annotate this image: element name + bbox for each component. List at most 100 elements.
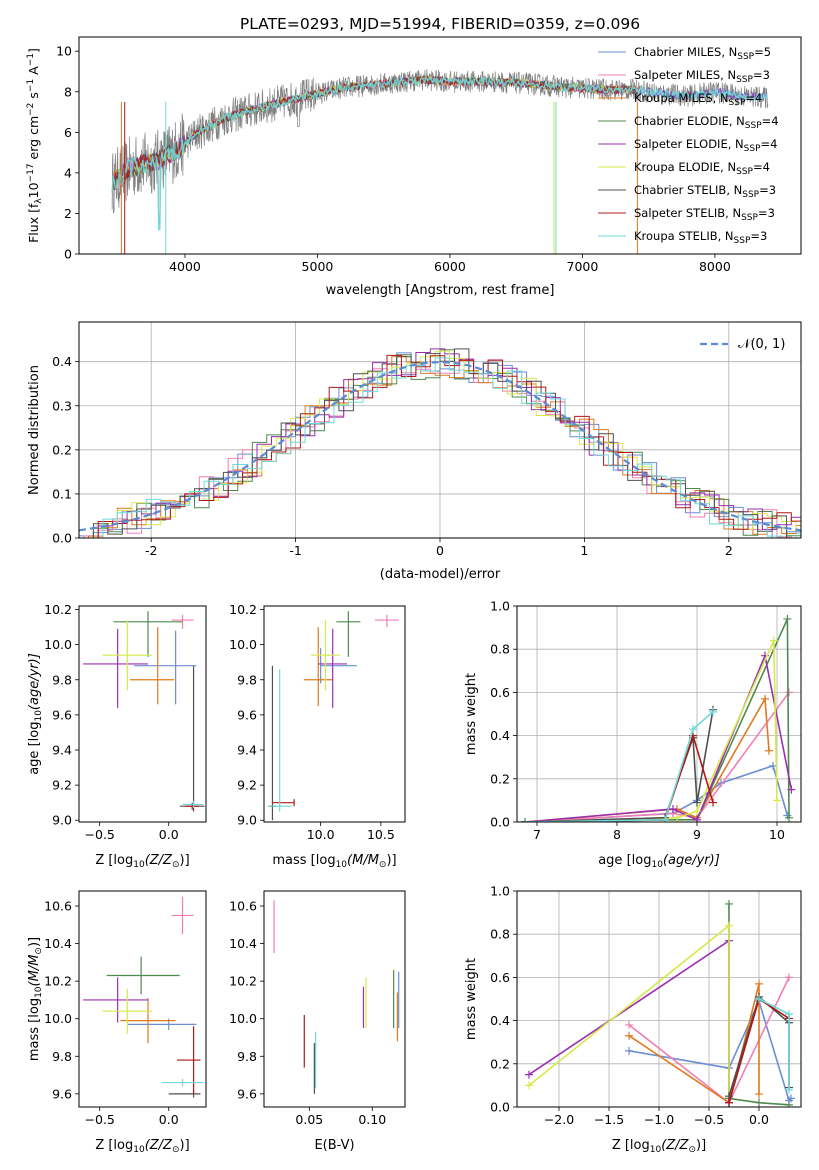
weight-marker: [525, 1081, 533, 1090]
y-tick-label: 9.6: [237, 707, 257, 722]
y-tick-label: 10.0: [229, 1011, 257, 1026]
x-tick-label: 4000: [169, 259, 201, 274]
ylabel-age-vs-Z-part: age [log: [27, 722, 42, 775]
weight-marker: [755, 1090, 763, 1099]
errorbar-kroupa-elodie: [102, 620, 153, 691]
weight-marker: [525, 1070, 533, 1079]
ylabel-weight-vs-age: mass weight: [464, 673, 479, 755]
y-tick-label: 10.2: [229, 974, 257, 989]
ylabel-mass-vs-Z-part: ⊙: [34, 947, 44, 955]
y-tick-label: 9.8: [52, 1049, 72, 1064]
spectrum-ylabel-part: s: [26, 92, 41, 103]
xlabel-weight-vs-Z-part: ⊙: [688, 1145, 696, 1155]
errorbar-salpeter-stelib: [177, 1026, 201, 1094]
errorbar-chabrier-miles: [320, 648, 357, 684]
x-tick-label: −0.5: [85, 827, 115, 842]
weight-marker: [787, 1094, 795, 1103]
residual-ylabel-part: Normed distribution: [27, 365, 42, 495]
errorbar-salpeter-elodie: [83, 628, 149, 708]
x-tick-label: 5000: [302, 259, 334, 274]
residual-histogram-chabrier-elodie: [79, 349, 801, 538]
axes-residuals: -2 -1 0 1 2 0.0 0.1 0.2 0.3 0.4 𝒩(0, 1) (data-model…: [27, 321, 802, 582]
xlabel-weight-vs-Z: Z [log10(Z/Z⊙)]: [612, 1138, 706, 1155]
legend-label-part: Salpeter STELIB, N: [634, 206, 741, 220]
xlabel-weight-vs-Z-part: (Z/Z: [661, 1138, 689, 1153]
x-tick-label: -1: [289, 543, 301, 558]
y-tick-label: 10.2: [229, 602, 257, 617]
ylabel-mass-vs-Z-part: mass [log: [27, 998, 42, 1061]
spectrum-ylabel-part: ]: [26, 48, 41, 53]
weight-marker: [709, 707, 717, 716]
legend-label: Chabrier STELIB, NSSP=3: [634, 183, 776, 200]
axes-age-vs-mass: 10.0 10.5 9.0 9.2 9.4 9.6 9.8 10.0 10.2 mass [log…: [229, 602, 406, 870]
ylabel-mass-vs-Z: mass [log10(M/M⊙)]: [27, 937, 44, 1061]
y-tick-label: 0.1: [52, 486, 72, 501]
y-tick-label: 10.0: [44, 637, 72, 652]
x-tick-label: −1.0: [644, 1112, 674, 1127]
weight-marker: [689, 725, 697, 734]
weight-marker: [783, 811, 792, 820]
y-tick-label: 0: [64, 247, 72, 262]
xlabel-weight-vs-age-part: (age/yr)]: [663, 853, 720, 868]
y-tick-label: 0.0: [490, 815, 510, 830]
xlabel-weight-vs-age-part: age [log: [598, 853, 651, 868]
plot-area-residuals: [79, 322, 801, 538]
spectrum-ylabel-part: Flux [f: [26, 203, 41, 243]
residual-histogram-kroupa-stelib: [79, 357, 801, 538]
legend-label-part: Salpeter ELODIE, N: [634, 137, 744, 151]
legend-label-part: Chabrier ELODIE, N: [634, 114, 745, 128]
plot-area-mass-vs-ebv: [273, 900, 400, 1094]
legend-label: Salpeter STELIB, NSSP=3: [634, 206, 775, 223]
y-tick-label: 10.4: [44, 936, 72, 951]
y-tick-label: 10: [56, 44, 72, 59]
axes-age-vs-Z: −0.5 0.09.09.29.49.69.810.010.2Z [log10(Z…: [27, 602, 207, 870]
legend-label-part: =3: [750, 229, 767, 243]
legend-label: Chabrier ELODIE, NSSP=4: [634, 114, 779, 131]
errorbar-chabrier-elodie: [336, 611, 361, 657]
y-tick-label: 0.3: [52, 398, 72, 413]
weight-marker: [725, 1098, 733, 1107]
weight-line-chabrier-miles: [628, 998, 792, 1103]
x-tick-label: 2: [725, 543, 733, 558]
ylabel-mass-vs-Z-part: 10: [34, 986, 44, 998]
y-tick-label: 10.2: [44, 974, 72, 989]
legend-label-part: SSP: [736, 167, 753, 177]
xlabel-age-vs-mass-part: mass [log: [272, 853, 335, 868]
weight-marker: [625, 1020, 633, 1029]
ylabel-age-vs-Z-part: 10: [34, 710, 44, 722]
plot-area-age-vs-mass: [267, 611, 399, 821]
xlabel-mass-vs-ebv-part: E(B-V): [314, 1138, 354, 1153]
y-tick-label: 0.6: [490, 970, 510, 985]
x-tick-label: −0.5: [85, 1112, 115, 1127]
spectrum-ylabel: Flux [fλ10−17 erg cm−2 s−1 A−1]: [26, 48, 44, 243]
xlabel-age-vs-Z: Z [log10(Z/Z⊙)]: [95, 853, 189, 870]
errorbar-chabrier-elodie: [106, 956, 180, 995]
y-tick-label: 0.2: [490, 1056, 510, 1071]
y-tick-label: 6: [64, 125, 72, 140]
axes-mass-vs-Z: −0.5 0.09.69.810.010.210.410.6Z [log10(Z/…: [27, 890, 207, 1155]
weight-marker: [661, 815, 669, 822]
legend-label: Chabrier MILES, NSSP=5: [634, 45, 771, 62]
model-spectrum-kroupa-stelib: [111, 74, 768, 231]
x-tick-label: 6000: [434, 259, 466, 274]
ylabel-age-vs-Z: age [log10(age/yr)]: [27, 653, 44, 775]
weight-line-kroupa-stelib: [758, 998, 790, 1090]
y-tick-label: 0.2: [52, 442, 72, 457]
weight-marker: [783, 614, 792, 623]
spectrum-ylabel-part: −1: [26, 79, 36, 92]
legend-label-part: SSP: [742, 190, 759, 200]
y-tick-label: 9.2: [237, 778, 257, 793]
weight-marker: [725, 921, 733, 930]
xlabel-age-vs-Z-part: )]: [180, 853, 190, 868]
xlabel-age-vs-mass-part: (M/M: [347, 853, 379, 868]
spectrum-ylabel-part: λ: [34, 198, 44, 204]
xlabel-weight-vs-age-part: 10: [651, 860, 663, 870]
x-tick-label: 10.5: [367, 827, 395, 842]
x-tick-label: 1: [580, 543, 588, 558]
weight-marker: [669, 805, 677, 814]
residual-histogram-kroupa-miles: [79, 355, 801, 538]
weight-line-salpeter-elodie: [524, 652, 793, 822]
x-tick-label: −1.5: [594, 1112, 624, 1127]
spectrum-xlabel-part: wavelength [Angstrom, rest frame]: [326, 283, 555, 298]
